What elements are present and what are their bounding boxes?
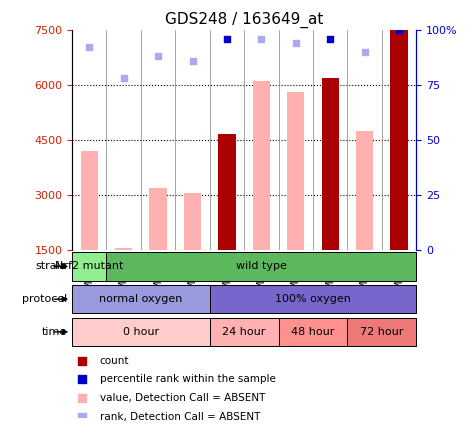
Bar xyxy=(287,92,304,250)
Text: rank, Detection Call = ABSENT: rank, Detection Call = ABSENT xyxy=(100,412,260,422)
Text: normal oxygen: normal oxygen xyxy=(99,294,183,304)
Bar xyxy=(80,151,98,250)
Point xyxy=(79,413,86,420)
Text: 24 hour: 24 hour xyxy=(222,327,266,337)
Text: strain: strain xyxy=(35,262,67,271)
Point xyxy=(361,49,368,55)
Text: count: count xyxy=(100,356,129,366)
Point xyxy=(79,376,86,383)
Point xyxy=(120,75,127,82)
Point xyxy=(79,394,86,401)
Point xyxy=(189,57,196,64)
Bar xyxy=(390,30,407,250)
Text: Nrf2 mutant: Nrf2 mutant xyxy=(55,262,124,271)
Text: percentile rank within the sample: percentile rank within the sample xyxy=(100,374,275,384)
Bar xyxy=(356,131,373,250)
Bar xyxy=(322,78,339,250)
Point xyxy=(258,35,265,42)
Point xyxy=(154,53,162,60)
Point xyxy=(86,44,93,51)
Bar xyxy=(219,135,236,250)
Point xyxy=(223,35,231,42)
Text: wild type: wild type xyxy=(236,262,287,271)
Bar xyxy=(115,248,132,250)
Text: protocol: protocol xyxy=(22,294,67,304)
Bar xyxy=(253,81,270,250)
Point xyxy=(326,35,334,42)
Text: 48 hour: 48 hour xyxy=(291,327,335,337)
Title: GDS248 / 163649_at: GDS248 / 163649_at xyxy=(165,12,323,29)
Bar xyxy=(149,188,166,250)
Text: 100% oxygen: 100% oxygen xyxy=(275,294,351,304)
Text: time: time xyxy=(42,327,67,337)
Point xyxy=(292,40,299,46)
Text: 72 hour: 72 hour xyxy=(360,327,404,337)
Point xyxy=(395,26,403,33)
Bar xyxy=(184,193,201,250)
Point xyxy=(79,357,86,364)
Text: 0 hour: 0 hour xyxy=(123,327,159,337)
Text: value, Detection Call = ABSENT: value, Detection Call = ABSENT xyxy=(100,393,265,403)
